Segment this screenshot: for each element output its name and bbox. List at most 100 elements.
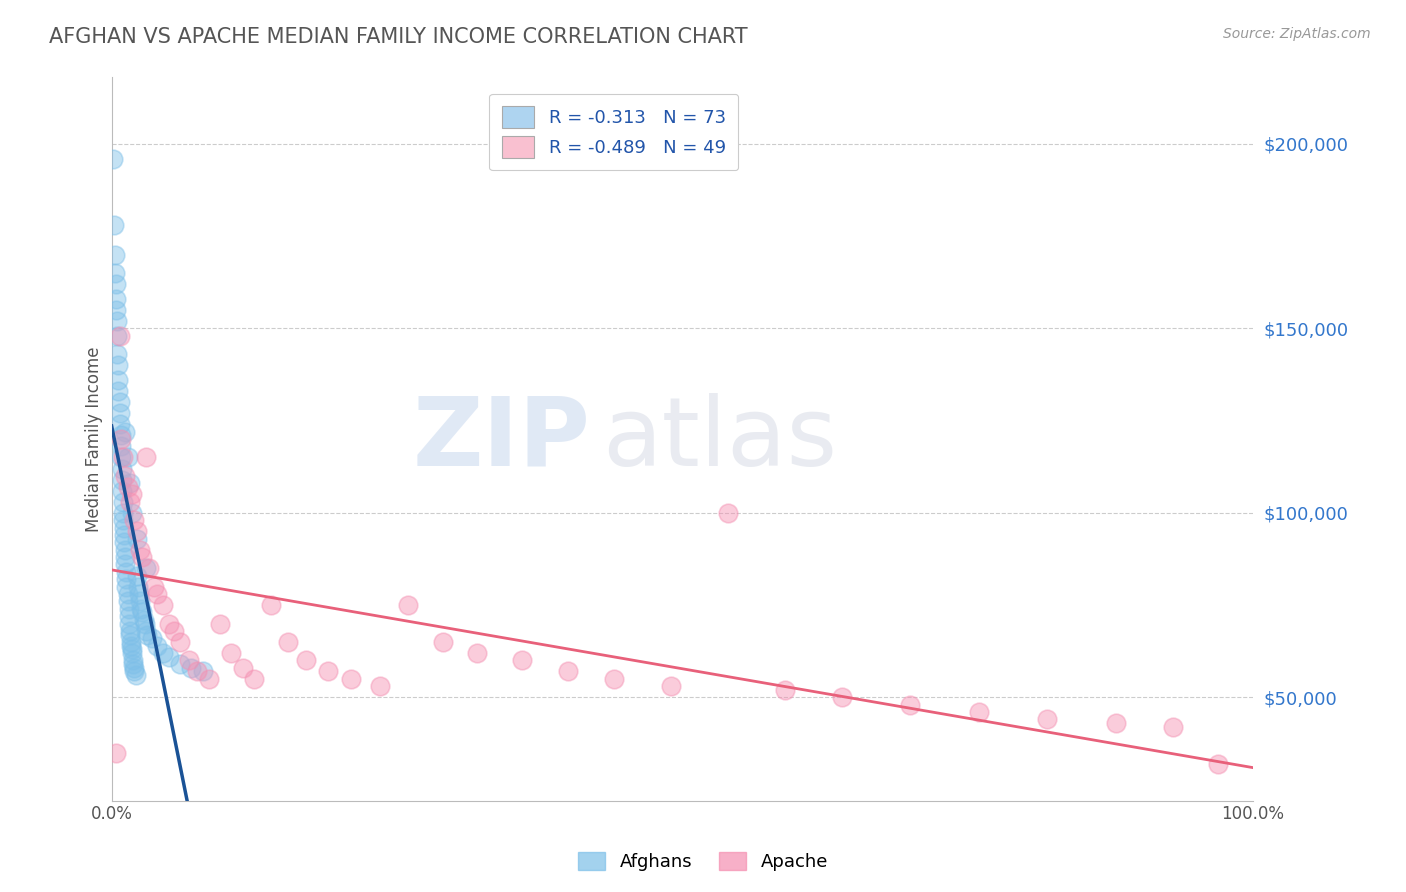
Point	[112, 535, 135, 549]
Point	[135, 561, 157, 575]
Point	[121, 642, 143, 657]
Point	[134, 616, 156, 631]
Point	[138, 561, 160, 575]
Point	[773, 682, 796, 697]
Point	[124, 668, 146, 682]
Point	[197, 672, 219, 686]
Point	[368, 679, 391, 693]
Point	[1036, 713, 1059, 727]
Point	[118, 609, 141, 624]
Point	[243, 672, 266, 686]
Point	[1208, 756, 1230, 771]
Point	[112, 450, 135, 465]
Point	[124, 513, 146, 527]
Point	[117, 450, 139, 465]
Point	[118, 495, 141, 509]
Point	[1105, 716, 1128, 731]
Point	[103, 218, 125, 232]
Point	[132, 613, 155, 627]
Point	[112, 495, 135, 509]
Text: AFGHAN VS APACHE MEDIAN FAMILY INCOME CORRELATION CHART: AFGHAN VS APACHE MEDIAN FAMILY INCOME CO…	[49, 27, 748, 46]
Point	[557, 665, 579, 679]
Point	[107, 373, 129, 387]
Point	[142, 580, 165, 594]
Point	[260, 598, 283, 612]
Point	[157, 649, 180, 664]
Point	[104, 247, 127, 261]
Point	[120, 635, 142, 649]
Point	[114, 542, 136, 557]
Text: atlas: atlas	[602, 392, 838, 485]
Point	[717, 506, 740, 520]
Point	[208, 616, 231, 631]
Point	[114, 469, 136, 483]
Point	[128, 587, 150, 601]
Point	[169, 657, 191, 672]
Point	[432, 635, 454, 649]
Point	[136, 627, 159, 641]
Point	[115, 572, 138, 586]
Point	[114, 425, 136, 439]
Point	[340, 672, 363, 686]
Point	[465, 646, 488, 660]
Point	[105, 328, 128, 343]
Point	[108, 395, 131, 409]
Point	[125, 568, 148, 582]
Point	[105, 302, 128, 317]
Point	[112, 528, 135, 542]
Point	[659, 679, 682, 693]
Point	[121, 506, 143, 520]
Point	[112, 506, 135, 520]
Point	[512, 653, 534, 667]
Point	[105, 314, 128, 328]
Y-axis label: Median Family Income: Median Family Income	[86, 346, 103, 532]
Point	[141, 632, 163, 646]
Point	[107, 358, 129, 372]
Point	[108, 417, 131, 432]
Point	[131, 606, 153, 620]
Point	[112, 513, 135, 527]
Point	[104, 266, 127, 280]
Point	[115, 565, 138, 579]
Point	[105, 277, 128, 291]
Point	[125, 532, 148, 546]
Point	[110, 432, 132, 446]
Point	[125, 524, 148, 539]
Point	[129, 542, 152, 557]
Point	[118, 627, 141, 641]
Text: ZIP: ZIP	[413, 392, 591, 485]
Point	[221, 646, 243, 660]
Point	[105, 347, 128, 361]
Point	[111, 483, 134, 498]
Point	[110, 439, 132, 453]
Point	[110, 450, 132, 465]
Point	[114, 550, 136, 565]
Legend: R = -0.313   N = 73, R = -0.489   N = 49: R = -0.313 N = 73, R = -0.489 N = 49	[489, 94, 738, 170]
Point	[124, 665, 146, 679]
Point	[186, 665, 208, 679]
Point	[112, 520, 135, 534]
Point	[169, 635, 191, 649]
Point	[294, 653, 316, 667]
Point	[157, 616, 180, 631]
Point	[179, 653, 201, 667]
Point	[127, 580, 149, 594]
Point	[831, 690, 853, 705]
Point	[121, 646, 143, 660]
Point	[396, 598, 419, 612]
Point	[163, 624, 186, 638]
Point	[118, 601, 141, 615]
Point	[117, 594, 139, 608]
Point	[152, 646, 174, 660]
Point	[101, 152, 124, 166]
Point	[232, 661, 254, 675]
Point	[131, 550, 153, 565]
Point	[318, 665, 340, 679]
Legend: Afghans, Apache: Afghans, Apache	[571, 845, 835, 879]
Text: Source: ZipAtlas.com: Source: ZipAtlas.com	[1223, 27, 1371, 41]
Point	[110, 428, 132, 442]
Point	[602, 672, 624, 686]
Point	[111, 473, 134, 487]
Point	[1161, 720, 1184, 734]
Point	[117, 480, 139, 494]
